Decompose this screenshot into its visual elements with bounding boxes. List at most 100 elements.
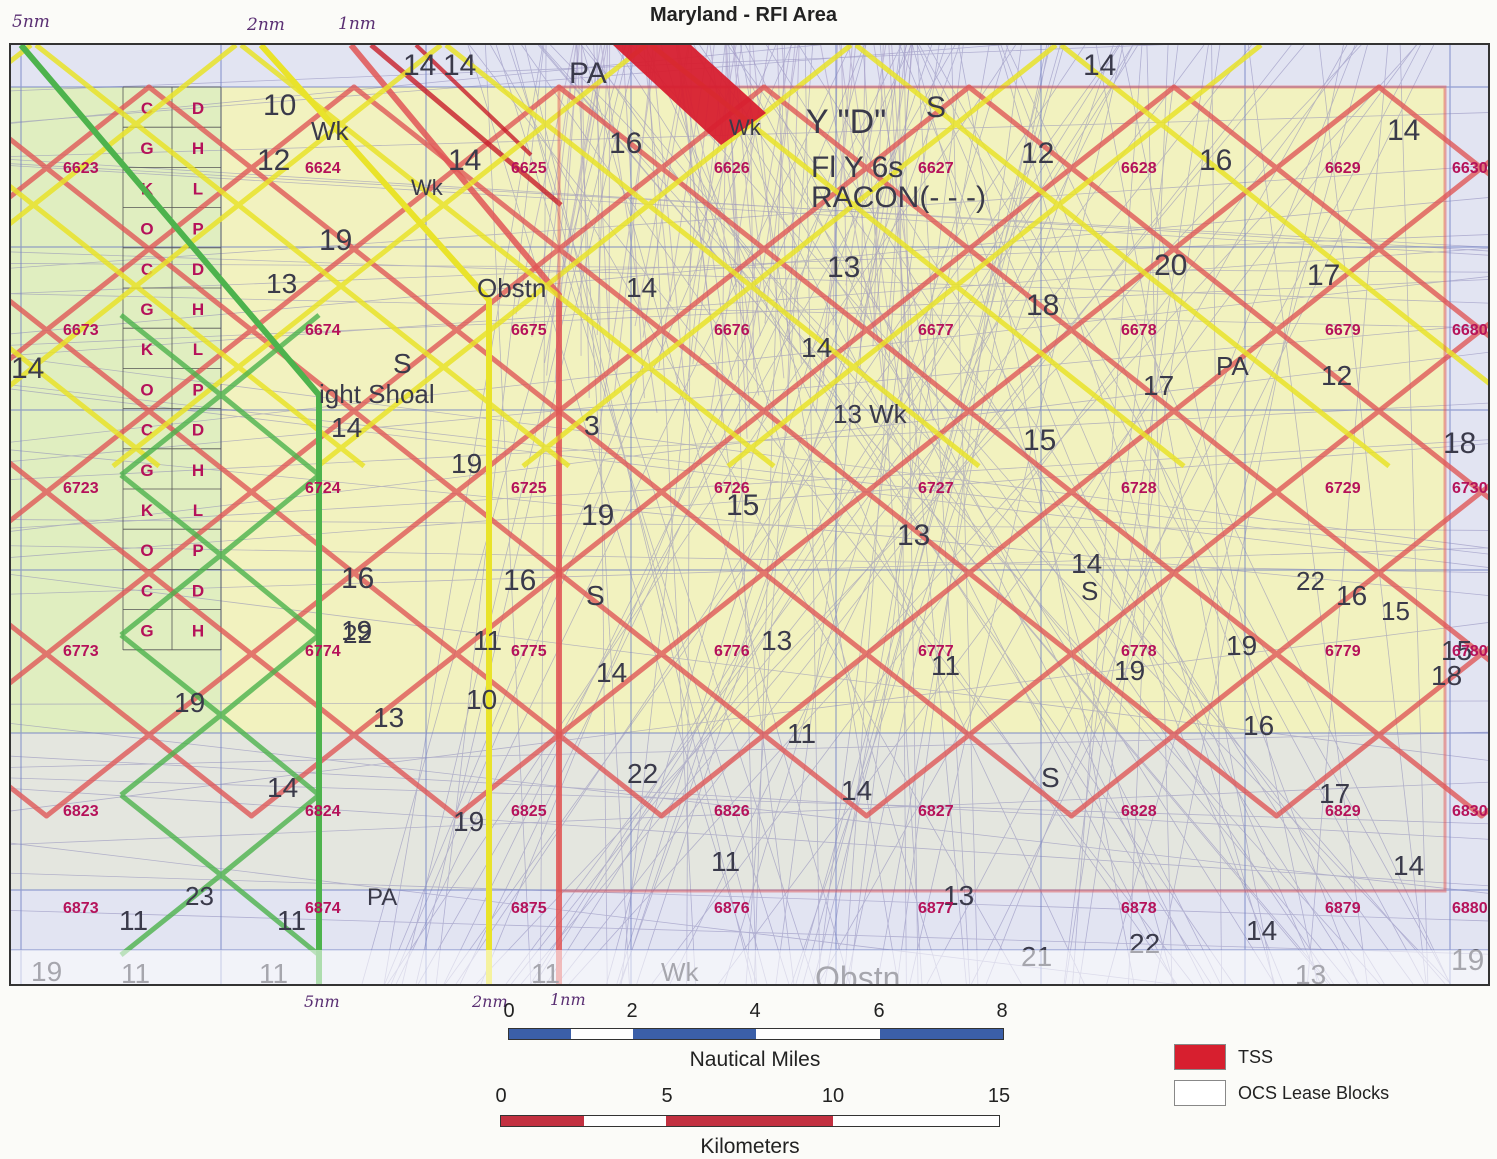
- buffer-1nm-line: [44, 84, 972, 819]
- chart-sounding-label: 13: [373, 702, 404, 733]
- buffer-2nm-line: [34, 45, 571, 469]
- lease-block-number: 6723: [63, 480, 99, 497]
- vessel-track-line: [916, 45, 1321, 984]
- chart-sounding-label: S: [1081, 576, 1098, 606]
- chart-sounding-label: 11: [277, 905, 306, 936]
- nm-tick-4: 4: [749, 1000, 761, 1022]
- lease-block-number: 6776: [714, 643, 750, 660]
- lease-block-number: 6778: [1121, 643, 1157, 660]
- lease-block-number: 6827: [918, 803, 954, 820]
- nautical-scale-title: Nautical Miles: [689, 1048, 821, 1071]
- vessel-track-line: [728, 45, 757, 984]
- vessel-track-line: [1095, 45, 1274, 984]
- vessel-track-line: [860, 45, 912, 342]
- legend-item-tss: TSS: [1174, 1044, 1273, 1070]
- vessel-track-line: [1078, 45, 1221, 984]
- lease-block-number: 6877: [918, 900, 954, 917]
- vessel-track-line: [11, 872, 1488, 922]
- chart-sounding-label: 20: [1154, 249, 1187, 282]
- aliquot-letter: K: [141, 501, 154, 520]
- aliquot-letter: D: [192, 581, 204, 600]
- vessel-track-line: [804, 45, 821, 984]
- buffer-5nm-line: [119, 633, 321, 797]
- vessel-track-line: [556, 45, 1292, 984]
- buffer-1nm-grid: [11, 84, 1488, 819]
- chart-sounding-label: 19: [1114, 655, 1145, 686]
- kilometer-scale-title: Kilometers: [700, 1135, 800, 1158]
- chart-sounding-label: Obstn: [477, 273, 546, 303]
- shoal-fringe: [11, 733, 1445, 890]
- buffer-1nm-line: [249, 84, 1177, 819]
- lease-block-number: 6873: [63, 900, 99, 917]
- vessel-track-line: [752, 45, 785, 379]
- buffer-1nm-line: [966, 84, 1488, 501]
- chart-sounding-label: 14: [841, 775, 872, 806]
- vessel-track-line: [11, 731, 1488, 768]
- chart-sounding-label: 16: [1199, 144, 1232, 177]
- tss-polygon: [613, 45, 766, 145]
- chart-sounding-label: 22: [627, 758, 658, 789]
- vessel-track-line: [1399, 45, 1429, 984]
- km-tick-0: 0: [495, 1085, 507, 1107]
- vessel-track-line: [11, 755, 1488, 840]
- lease-block-number: 6676: [714, 322, 750, 339]
- lease-block-number: 6826: [714, 803, 750, 820]
- aliquot-letter: D: [192, 260, 204, 279]
- chart-sounding-label: Wk: [311, 116, 350, 146]
- chart-sounding-label: 13: [827, 251, 860, 284]
- buffer-5nm-grid: [119, 313, 321, 957]
- vessel-track-line: [926, 45, 1421, 984]
- chart-sounding-label: 18: [1443, 427, 1476, 460]
- buffer-1nm-line: [556, 84, 1484, 819]
- vessel-track-line: [727, 45, 1414, 984]
- lease-block-number: 6627: [918, 160, 954, 177]
- vessel-track-line: [11, 263, 1488, 273]
- vessel-track-line: [11, 234, 1488, 294]
- chart-sounding-label: RACON(- - -): [811, 181, 986, 214]
- chart-sounding-label: 10: [466, 684, 497, 715]
- vessel-track-line: [839, 45, 885, 390]
- aliquot-letter: L: [193, 501, 203, 520]
- buffer-2nm-line: [11, 346, 161, 469]
- aliquot-letter: G: [140, 300, 153, 319]
- buffer-label-1nm-top: 1nm: [338, 14, 376, 34]
- lease-block-number: 6626: [714, 160, 750, 177]
- vessel-track-line: [11, 519, 1488, 531]
- kilometer-scale-bar: [500, 1115, 1000, 1127]
- vessel-track-line: [876, 45, 1049, 984]
- nm-tick-8: 8: [996, 1000, 1008, 1022]
- chart-sounding-label: 12: [1021, 137, 1054, 170]
- vessel-track-line: [802, 45, 1065, 984]
- legend-label-tss: TSS: [1238, 1046, 1274, 1067]
- buffer-2nm-line: [11, 45, 238, 226]
- buffer-1nm-line: [659, 159, 1488, 819]
- chart-sounding-label: 14: [801, 332, 832, 363]
- vessel-track-line: [872, 45, 884, 347]
- vessel-track-line: [1146, 45, 1173, 984]
- vessel-track-line: [693, 45, 1176, 984]
- vessel-track-line: [11, 910, 1488, 955]
- chart-sounding-label: 22: [1296, 566, 1325, 596]
- chart-sounding-label: 13: [943, 880, 974, 911]
- chart-sounding-label: 14: [596, 657, 627, 688]
- lease-block-number: 6780: [1452, 643, 1488, 660]
- vessel-track-line: [1307, 45, 1389, 984]
- vessel-track-line: [510, 45, 1252, 984]
- vessel-track-line: [845, 45, 1048, 984]
- buffer-label-5nm-top: 5nm: [12, 12, 50, 32]
- lease-block-number: 6677: [918, 322, 954, 339]
- lease-block-number: 6824: [305, 803, 341, 820]
- vessel-track-line: [997, 45, 1276, 984]
- lease-block-number: 6625: [511, 160, 547, 177]
- vessel-track-line: [11, 449, 1488, 596]
- chart-sounding-label: 16: [503, 564, 536, 597]
- chart-sounding-label: 11: [787, 718, 816, 749]
- nm-tick-0: 0: [503, 1000, 515, 1022]
- vessel-track-line: [832, 45, 838, 326]
- map-frame: C G K O C G K O C G K O C G D H L P D H L P D H L P D H 14 14 14 PA 10 Wk…: [9, 43, 1490, 986]
- buffer-1nm-line: [1069, 483, 1488, 819]
- lease-block-number: 6828: [1121, 803, 1157, 820]
- vessel-track-line: [916, 45, 971, 984]
- buffer-2nm-line: [11, 45, 443, 388]
